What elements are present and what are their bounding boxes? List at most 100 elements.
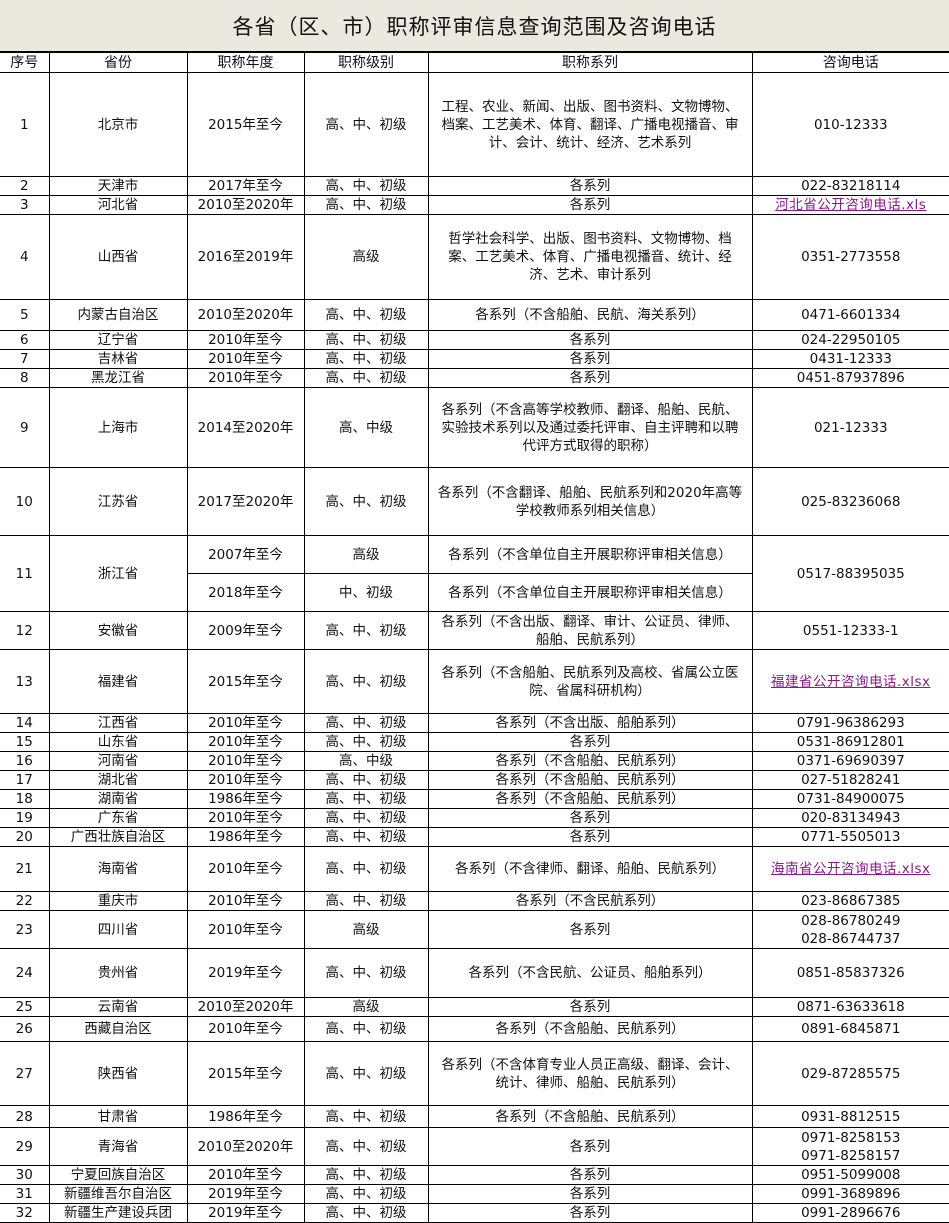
- phone-cell: 025-83236068: [751, 467, 949, 536]
- row-number: 10: [0, 467, 50, 536]
- table-row: 11 浙江省 2007年至今 高级 各系列（不含单位自主开展职称评审相关信息） 0517-…: [0, 535, 949, 612]
- table-row: 9 上海市 2014至2020年 高、中级 各系列（不含高等学校教师、翻译、船舶、民航、…: [0, 387, 949, 468]
- year-cell: 2016至2019年: [186, 214, 305, 300]
- table-row: 17 湖北省 2010年至今 高、中、初级 各系列（不含船舶、民航系列） 027-5182…: [0, 770, 949, 790]
- year-cell: 2015年至今: [186, 72, 305, 177]
- province-cell: 吉林省: [48, 349, 188, 369]
- year-cell: 2010至2020年: [186, 997, 305, 1017]
- series-cell: 各系列: [427, 1165, 753, 1185]
- province-cell: 新疆维吾尔自治区: [48, 1184, 188, 1204]
- table-row: 16 河南省 2010年至今 高、中级 各系列（不含船舶、民航系列） 0371-69690…: [0, 751, 949, 771]
- table-row: 5 内蒙古自治区 2010至2020年 高、中、初级 各系列（不含船舶、民航、海关系列）…: [0, 299, 949, 331]
- year-cell: 2017至2020年: [186, 467, 305, 536]
- phone-cell: 0891-6845871: [751, 1016, 949, 1042]
- row-number: 30: [0, 1165, 50, 1185]
- series-cell: 各系列: [427, 997, 753, 1017]
- year-cell: 2019年至今: [186, 1203, 305, 1223]
- phone-cell: 021-12333: [751, 387, 949, 468]
- level-cell: 高级: [303, 997, 429, 1017]
- year-cell: 2010至2020年: [186, 299, 305, 331]
- series-cell: 各系列（不含出版、翻译、审计、公证员、律师、船舶、民航系列）: [427, 611, 753, 650]
- province-cell: 宁夏回族自治区: [48, 1165, 188, 1185]
- row-number: 25: [0, 997, 50, 1017]
- phone-cell: 0951-5099008: [751, 1165, 949, 1185]
- province-cell: 陕西省: [48, 1041, 188, 1106]
- phone-cell: 0851-85837326: [751, 948, 949, 998]
- level-cell: 高、中、初级: [303, 1105, 429, 1128]
- phone-cell: 022-83218114: [751, 176, 949, 196]
- year-cell: 2015年至今: [186, 1041, 305, 1106]
- row-number: 9: [0, 387, 50, 468]
- level-cell: 高、中、初级: [303, 713, 429, 733]
- phone-cell: 0371-69690397: [751, 751, 949, 771]
- province-cell: 甘肃省: [48, 1105, 188, 1128]
- phone-cell: 027-51828241: [751, 770, 949, 790]
- year-cell: 1986年至今: [186, 789, 305, 809]
- year-cell: 2010至2020年: [186, 195, 305, 215]
- province-cell: 广西壮族自治区: [48, 827, 188, 847]
- row-number: 21: [0, 846, 50, 892]
- header-row: 序号 省份 职称年度 职称级别 职称系列 咨询电话: [0, 52, 949, 73]
- row-number: 20: [0, 827, 50, 847]
- province-cell: 四川省: [48, 910, 188, 949]
- province-cell: 江苏省: [48, 467, 188, 536]
- province-cell: 湖北省: [48, 770, 188, 790]
- table-row: 7 吉林省 2010年至今 高、中、初级 各系列 0431-12333: [0, 349, 949, 369]
- table-row: 3 河北省 2010至2020年 高、中、初级 各系列 河北省公开咨询电话.xls: [0, 195, 949, 215]
- phone-cell: 024-22950105: [751, 330, 949, 350]
- level-cell: 高、中、初级: [303, 1203, 429, 1223]
- year-cell: 2019年至今: [186, 948, 305, 998]
- table-row: 25 云南省 2010至2020年 高级 各系列 0871-63633618: [0, 997, 949, 1017]
- province-cell: 上海市: [48, 387, 188, 468]
- level-cell: 高、中、初级: [303, 808, 429, 828]
- phone-file-link[interactable]: 海南省公开咨询电话.xlsx: [770, 861, 931, 877]
- province-cell: 广东省: [48, 808, 188, 828]
- year-cell: 2018年至今: [187, 573, 305, 612]
- province-cell: 湖南省: [48, 789, 188, 809]
- phone-number: 028-86780249: [801, 912, 901, 929]
- series-cell: 各系列: [427, 732, 753, 752]
- phone-cell: 023-86867385: [751, 891, 949, 911]
- phone-number: 0351-2773558: [801, 249, 901, 265]
- row-number: 27: [0, 1041, 50, 1106]
- series-cell: 各系列（不含民航、公证员、船舶系列）: [427, 948, 753, 998]
- table-row: 13 福建省 2015年至今 高、中、初级 各系列（不含船舶、民航系列及高校、省属公立医…: [0, 649, 949, 714]
- table-row: 2 天津市 2017年至今 高、中、初级 各系列 022-83218114: [0, 176, 949, 196]
- series-cell: 工程、农业、新闻、出版、图书资料、文物博物、档案、工艺美术、体育、翻译、广播电视…: [427, 72, 753, 177]
- year-cell: 2010年至今: [186, 732, 305, 752]
- phone-number: 0731-84900075: [796, 791, 905, 807]
- level-cell: 高、中、初级: [303, 299, 429, 331]
- phone-file-link[interactable]: 河北省公开咨询电话.xls: [775, 197, 927, 213]
- header-no: 序号: [0, 52, 50, 73]
- phone-cell: 0771-5505013: [751, 827, 949, 847]
- level-cell: 高、中、初级: [303, 948, 429, 998]
- phone-number: 0891-6845871: [801, 1021, 901, 1037]
- table-row: 26 西藏自治区 2010年至今 高、中、初级 各系列（不含船舶、民航系列） 0891-6…: [0, 1016, 949, 1042]
- table-row: 1 北京市 2015年至今 高、中、初级 工程、农业、新闻、出版、图书资料、文物博物、档…: [0, 72, 949, 177]
- level-cell: 高、中、初级: [303, 176, 429, 196]
- level-cell: 高级: [303, 910, 429, 949]
- phone-cell: 020-83134943: [751, 808, 949, 828]
- row-number: 18: [0, 789, 50, 809]
- phone-file-link[interactable]: 福建省公开咨询电话.xlsx: [770, 673, 931, 690]
- phone-number: 0991-2896676: [801, 1205, 901, 1221]
- series-cell: 各系列（不含船舶、民航、海关系列）: [427, 299, 753, 331]
- year-cell: 2009年至今: [186, 611, 305, 650]
- table-row: 15 山东省 2010年至今 高、中、初级 各系列 0531-86912801: [0, 732, 949, 752]
- table-body: 1 北京市 2015年至今 高、中、初级 工程、农业、新闻、出版、图书资料、文物博物、档…: [0, 72, 949, 1223]
- province-cell: 北京市: [48, 72, 188, 177]
- phone-cell: 0451-87937896: [751, 368, 949, 388]
- phone-number: 0871-63633618: [796, 999, 905, 1015]
- row-number: 16: [0, 751, 50, 771]
- row-number: 29: [0, 1127, 50, 1166]
- row-number: 15: [0, 732, 50, 752]
- info-table: 序号 省份 职称年度 职称级别 职称系列 咨询电话 1 北京市 2015年至今 高、中…: [0, 52, 949, 1223]
- table-row: 22 重庆市 2010年至今 高、中、初级 各系列（不含民航系列） 023-8686738…: [0, 891, 949, 911]
- year-cell: 2010年至今: [186, 910, 305, 949]
- province-cell: 天津市: [48, 176, 188, 196]
- phone-number: 021-12333: [813, 419, 888, 436]
- province-cell: 内蒙古自治区: [48, 299, 188, 331]
- row-number: 7: [0, 349, 50, 369]
- year-cell: 2010年至今: [186, 846, 305, 892]
- year-cell: 2010年至今: [186, 1016, 305, 1042]
